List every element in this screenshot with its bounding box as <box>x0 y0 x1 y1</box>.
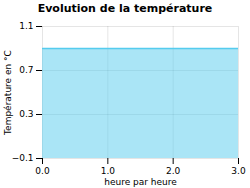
svg-text:0.7: 0.7 <box>19 65 33 75</box>
svg-text:Température en °C: Température en °C <box>3 50 13 136</box>
svg-text:0.3: 0.3 <box>19 109 33 119</box>
html-text:Evolution de la température: Evolution de la température <box>37 2 213 15</box>
svg-text:1.0: 1.0 <box>101 166 116 176</box>
svg-text:−0.1: −0.1 <box>12 153 34 163</box>
svg-text:1.1: 1.1 <box>19 21 33 31</box>
svg-text:0.0: 0.0 <box>35 166 50 176</box>
svg-text:2.0: 2.0 <box>166 166 181 176</box>
svg-text:3.0: 3.0 <box>231 166 246 176</box>
svg-text:heure par heure: heure par heure <box>104 177 177 187</box>
